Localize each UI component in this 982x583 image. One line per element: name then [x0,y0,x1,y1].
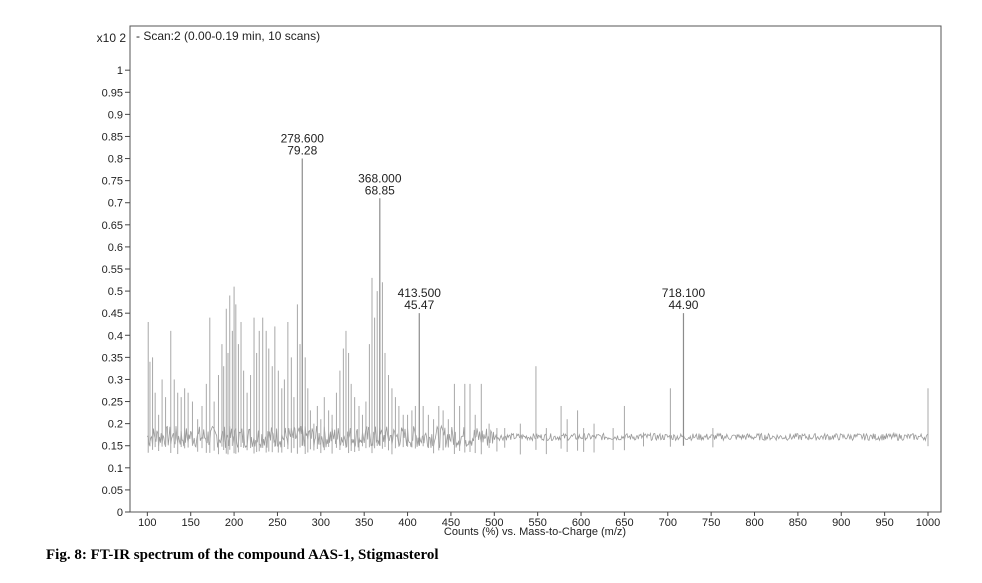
x-tick-label: 850 [789,517,807,529]
x-tick-label: 350 [355,517,373,529]
y-tick-label: 0.35 [102,352,123,364]
y-tick-label: 0.6 [108,242,123,254]
y-tick-label: 0.1 [108,463,123,475]
y-tick-label: 0.75 [102,176,123,188]
y-axis: 0 0.05 0.1 0.15 0.2 0.25 0.3 0.35 0.4 0.45 0.5 0.55… [102,65,130,519]
peak-abundance-label: 68.85 [365,183,395,197]
y-tick-label: 0.2 [108,419,123,431]
x-tick-label: 950 [875,517,893,529]
x-tick-label: 500 [485,517,503,529]
x-tick-label: 900 [832,517,850,529]
y-tick-label: 1 [117,65,123,77]
y-tick-label: 0.4 [108,330,123,342]
x-tick-label: 400 [398,517,416,529]
y-tick-label: 0.65 [102,220,123,232]
peak-mz-label: 368.000 [358,171,402,185]
peak-series [147,277,929,455]
y-tick-label: 0 [117,507,123,519]
figure-caption: Fig. 8: FT-IR spectrum of the compound A… [46,547,439,563]
x-tick-label: 650 [615,517,633,529]
x-tick-label: 700 [659,517,677,529]
peak-mz-label: 413.500 [398,286,442,300]
y-tick-label: 0.55 [102,264,123,276]
y-tick-label: 0.05 [102,485,123,497]
mass-spectrum-chart: x10 2 - Scan:2 (0.00-0.19 min, 10 scans)… [97,25,942,538]
peak-mz-label: 718.100 [662,286,706,300]
x-tick-label: 100 [138,517,156,529]
baseline-noise-trace [146,424,929,449]
y-tick-label: 0.25 [102,397,123,409]
y-tick-label: 0.5 [108,286,123,298]
y-multiplier-label: x10 2 [97,31,127,45]
y-tick-label: 0.7 [108,198,123,210]
x-axis: 100 150 200 250 300 350 400 450 500 550 600 650 700 7… [138,512,940,529]
y-tick-label: 0.95 [102,87,123,99]
scan-info-label: - Scan:2 (0.00-0.19 min, 10 scans) [136,29,320,43]
y-tick-label: 0.8 [108,154,123,166]
x-axis-title: Counts (%) vs. Mass-to-Charge (m/z) [444,526,626,538]
x-tick-label: 200 [225,517,243,529]
x-tick-label: 800 [745,517,763,529]
peak-abundance-label: 45.47 [404,298,434,312]
y-tick-label: 0.9 [108,109,123,121]
x-tick-label: 450 [442,517,460,529]
x-tick-label: 600 [572,517,590,529]
x-tick-label: 150 [182,517,200,529]
y-tick-label: 0.3 [108,374,123,386]
x-tick-label: 550 [528,517,546,529]
y-tick-label: 0.85 [102,131,123,143]
peak-abundance-label: 44.90 [668,298,698,312]
x-tick-label: 750 [702,517,720,529]
peak-mz-label: 278.600 [281,132,325,146]
y-tick-label: 0.45 [102,308,123,320]
baseline-noise [146,424,929,449]
peak-abundance-label: 79.28 [287,144,317,158]
y-tick-label: 0.15 [102,441,123,453]
x-tick-label: 300 [312,517,330,529]
x-tick-label: 250 [268,517,286,529]
x-tick-label: 1000 [916,517,940,529]
